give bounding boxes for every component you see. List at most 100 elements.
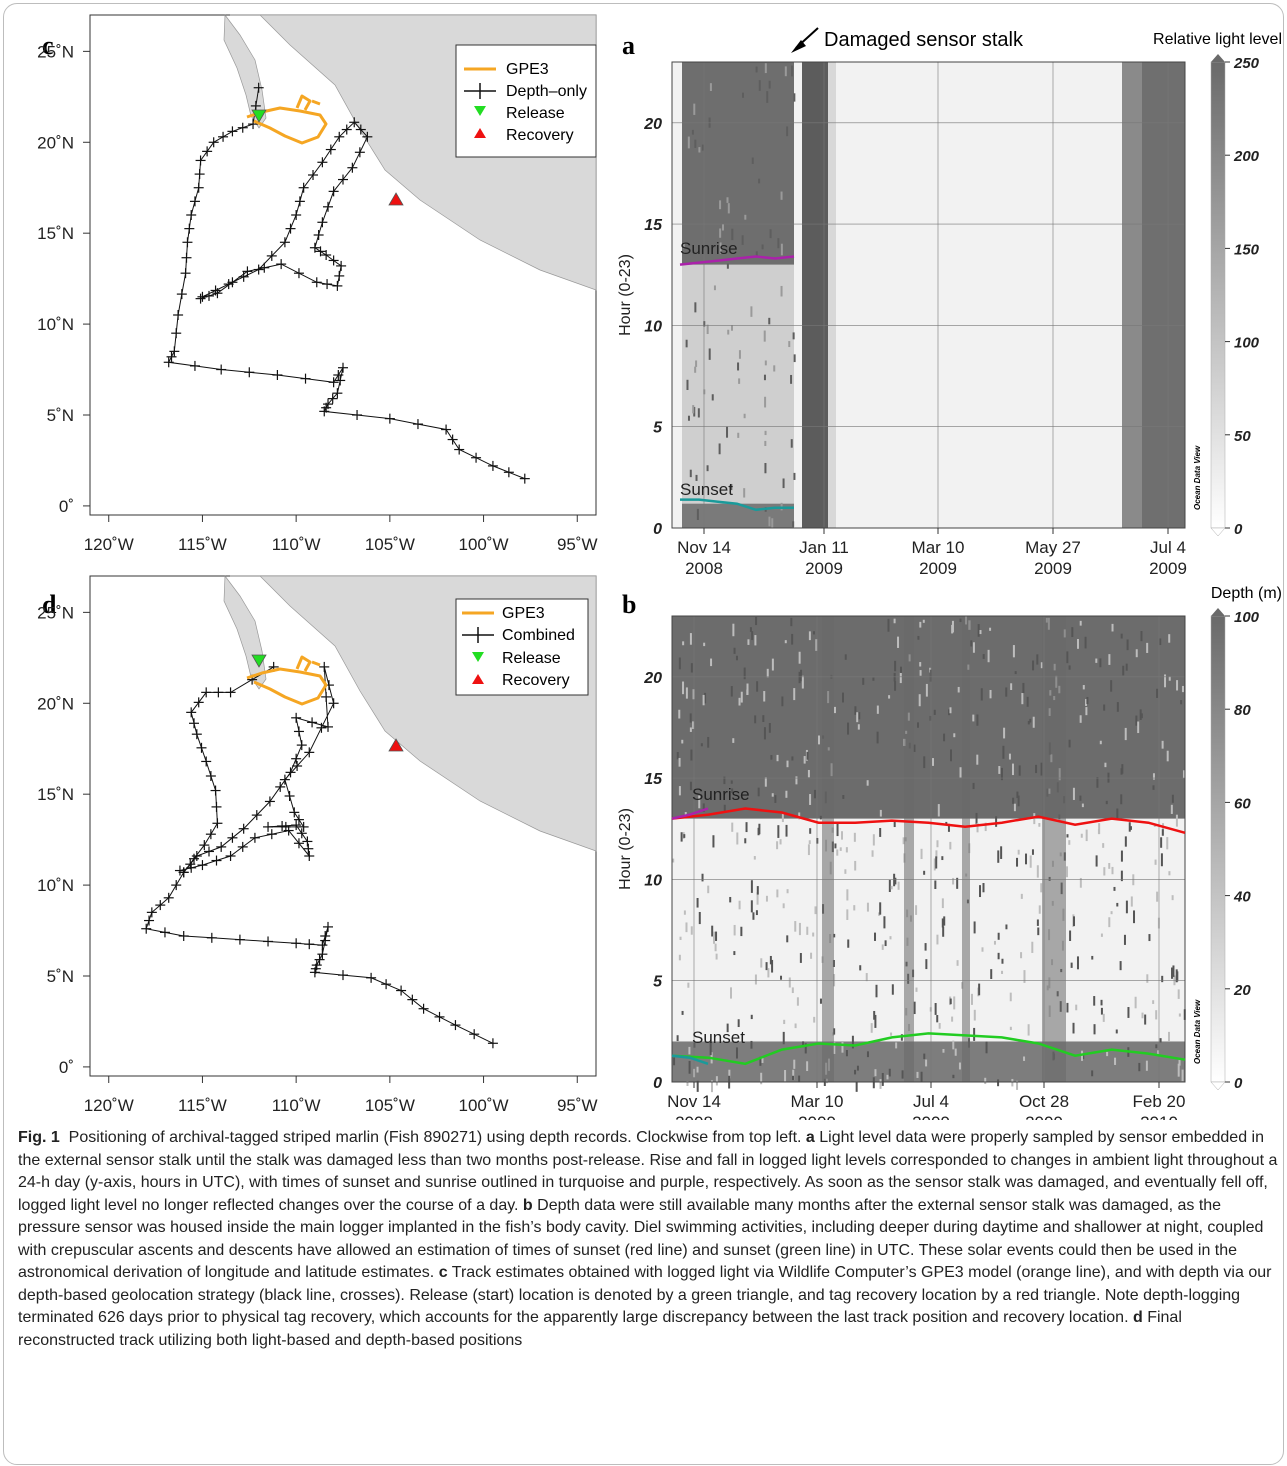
heatmap-cell [735,1047,738,1059]
heatmap-cell [897,636,900,648]
colorbar-tick-label: 100 [1234,609,1260,626]
heatmap-cell [923,1053,926,1060]
heatmap-cell [1000,767,1003,781]
figure-border [3,3,1284,1465]
heatmap-cell [750,900,753,913]
heatmap-cell [973,921,976,934]
heatmap-cell [1166,750,1169,762]
colorbar-cap-top [1211,54,1225,62]
heatmap-cell [771,793,774,797]
heatmap-cell [765,895,768,902]
x-tick-label: Nov 14 [667,1092,721,1111]
heatmap-cell [881,1072,884,1086]
heatmap-cell [689,727,692,732]
heatmap-cell [763,330,766,342]
heatmap-cell [742,92,745,98]
heatmap-cell [801,675,804,689]
heatmap-cell [791,987,794,994]
heatmap-cell [888,695,891,699]
heatmap-cell [738,900,741,910]
heatmap-cell [726,263,729,269]
y-tick-label: 5 [653,974,663,991]
heatmap-cell [711,394,714,401]
heatmap-cell [764,396,767,408]
heatmap-cell [754,715,757,724]
panel-b: b Sunrise Sunset Ocean Data View 0 5 10 15 2… [617,585,1282,1120]
x-tick-label: 2009 [912,1113,950,1120]
heatmap-cell [1140,631,1143,642]
heatmap-cell [874,1069,877,1077]
heatmap-cell [956,877,959,889]
heatmap-cell [686,379,689,390]
heatmap-cell [764,777,767,787]
heatmap-cell [715,931,718,941]
heatmap-cell [1095,855,1098,867]
release-marker [251,654,267,668]
heatmap-cell [719,228,722,238]
legend-label: Depth–only [506,83,587,100]
heatmap-cell [990,969,993,979]
heatmap-cell [1022,682,1025,694]
colorbar-tick-label: 100 [1234,335,1260,352]
heatmap-cell [682,243,685,249]
colorbar-tick-label: 20 [1233,982,1251,999]
heatmap-cell [920,1071,923,1083]
heatmap-cell [1073,916,1076,927]
heatmap-cell [876,731,879,744]
heatmap-cell [755,251,758,257]
heatmap-cell [693,103,696,115]
heatmap-cell [872,1077,875,1089]
heatmap-cell [1082,1054,1085,1060]
heatmap-cell [1002,745,1005,759]
heatmap-cell [975,812,978,825]
heatmap-cell [732,738,735,743]
heatmap-cell [1037,927,1040,936]
heatmap-cell [779,839,782,845]
heatmap-cell [959,767,962,778]
heatmap-cell [875,984,878,998]
y-tick-label: 20˚N [37,694,74,713]
heatmap-cell [941,918,944,928]
heatmap-cell [917,635,920,640]
baja-peninsula [223,14,267,129]
heatmap-cell [1181,685,1184,693]
heatmap-cell [727,329,730,335]
heatmap-cell [1066,1002,1069,1013]
heatmap-cell [798,922,801,936]
heatmap-cell [1120,633,1123,639]
heatmap-cell [1099,658,1102,668]
heatmap-cell [972,782,975,790]
heatmap-cell [1027,720,1030,725]
heatmap-cell [737,432,740,438]
heatmap-cell [1072,787,1075,800]
heatmap-cell [1008,753,1011,760]
x-tick-label: 105˚W [365,1096,415,1115]
heatmap-cell [689,781,692,791]
heatmap-cell [925,683,928,697]
heatmap-cell [740,926,743,937]
heatmap-cell [1124,836,1127,847]
heatmap-cell [1178,1013,1181,1017]
heatmap-cell [957,686,960,693]
heatmap-cell [1096,777,1099,788]
heatmap-cell [1020,952,1023,959]
heatmap-cell [762,715,765,723]
heatmap-cell [935,850,938,859]
heatmap-cell [813,1016,816,1023]
heatmap-cell [879,902,882,915]
heatmap-cell [1009,1026,1012,1031]
heatmap-cell [1139,709,1142,720]
heatmap-cell [919,670,922,676]
heatmap-cell [730,483,733,491]
heatmap-cell [833,1042,836,1054]
heatmap-cell [1110,680,1113,692]
heatmap-cell [808,840,811,845]
heatmap-cell [768,80,771,89]
heatmap-cell [915,905,918,915]
heatmap-cell [891,984,894,995]
heatmap-cell [764,360,767,366]
figure-graphics: c GPE3 Depth–only Release Recovery 120˚W… [37,14,1282,1120]
heatmap-cell [1130,896,1133,907]
x-tick-label: 115˚W [178,1096,227,1115]
heatmap-cell [815,639,818,651]
